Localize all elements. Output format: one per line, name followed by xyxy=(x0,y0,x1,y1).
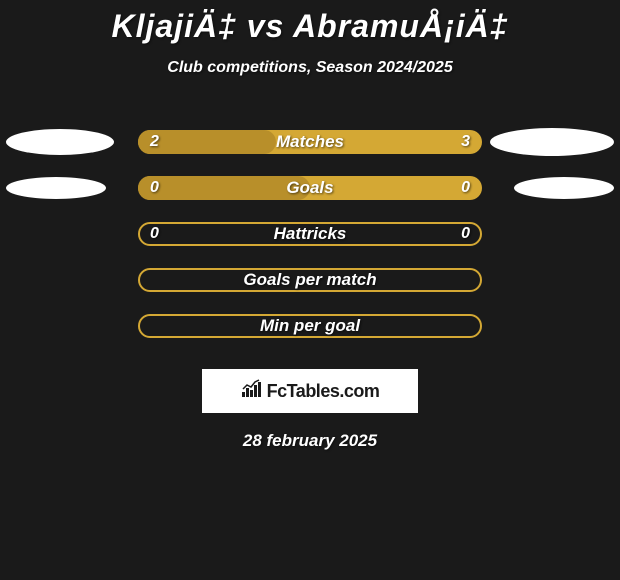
player-right-ellipse xyxy=(514,177,614,199)
comparison-title: KljajiÄ‡ vs AbramuÅ¡iÄ‡ xyxy=(0,0,620,45)
stat-bar: 23Matches xyxy=(138,130,482,154)
stat-row: Goals per match xyxy=(0,257,620,303)
comparison-subtitle: Club competitions, Season 2024/2025 xyxy=(0,59,620,77)
player-left-ellipse xyxy=(6,177,106,199)
brand-text: FcTables.com xyxy=(267,381,380,402)
brand-box: FcTables.com xyxy=(202,369,418,413)
stat-rows: 23Matches 00Goals 00Hattricks Goals per mat… xyxy=(0,119,620,349)
stat-label: Goals per match xyxy=(138,268,482,292)
stat-label: Hattricks xyxy=(138,222,482,246)
stat-bar: Goals per match xyxy=(138,268,482,292)
player-left-ellipse xyxy=(6,129,114,155)
stat-label: Goals xyxy=(138,176,482,200)
stat-row: 00Goals xyxy=(0,165,620,211)
stat-row: 23Matches xyxy=(0,119,620,165)
stat-label: Min per goal xyxy=(138,314,482,338)
stat-row: 00Hattricks xyxy=(0,211,620,257)
stat-bar: Min per goal xyxy=(138,314,482,338)
stat-label: Matches xyxy=(138,130,482,154)
player-right-ellipse xyxy=(490,128,614,156)
brand-chart-icon xyxy=(241,379,263,404)
stat-bar: 00Goals xyxy=(138,176,482,200)
snapshot-date: 28 february 2025 xyxy=(0,431,620,451)
stat-bar: 00Hattricks xyxy=(138,222,482,246)
stat-row: Min per goal xyxy=(0,303,620,349)
